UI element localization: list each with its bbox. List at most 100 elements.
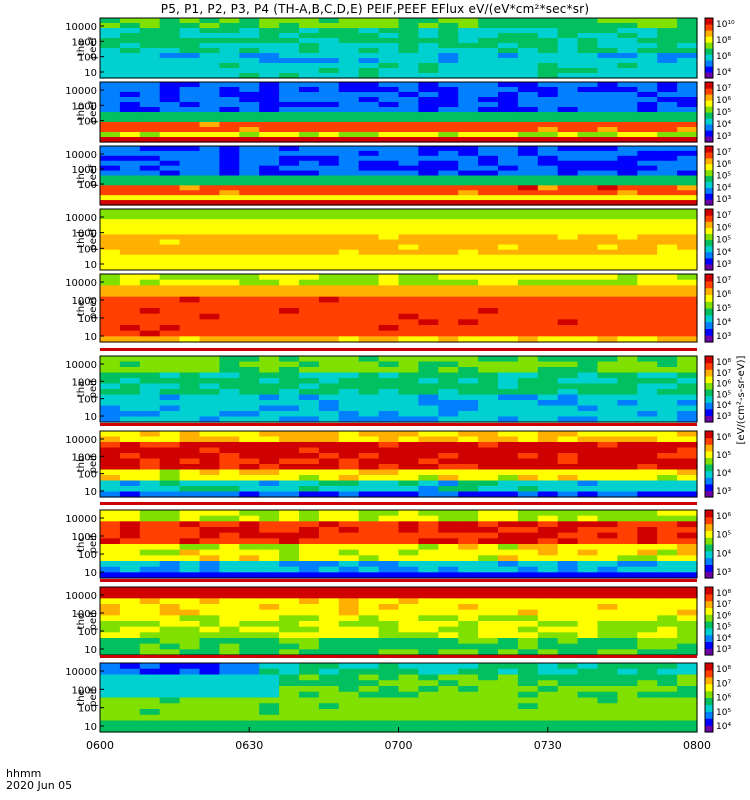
spectrogram-cell (677, 325, 698, 332)
spectrogram-cell (617, 53, 638, 59)
spectrogram-cell (100, 436, 121, 443)
panel-frame (99, 430, 698, 498)
spectrogram-cell (279, 53, 300, 59)
spectrogram-cell (517, 674, 539, 681)
spectrogram-cell (219, 254, 240, 261)
spectrogram-cell (478, 146, 499, 152)
spectrogram-cell (318, 544, 340, 551)
spectrogram-cell (358, 28, 380, 34)
spectrogram-cell (398, 308, 419, 315)
spectrogram-cell (179, 180, 201, 186)
spectrogram-cell (239, 491, 260, 498)
spectrogram-cell (318, 73, 340, 79)
spectrogram-cell (557, 400, 579, 407)
spectrogram-cell (557, 436, 579, 443)
spectrogram-cell (318, 43, 340, 49)
spectrogram-cell (597, 475, 618, 482)
spectrogram-cell (637, 464, 658, 471)
spectrogram-cell (557, 279, 579, 286)
spectrogram-cell (179, 604, 201, 611)
spectrogram-cell (159, 469, 181, 476)
spectrogram-cell (557, 28, 579, 34)
spectrogram-cell (239, 697, 260, 704)
y-tick-label: 1000 (72, 609, 97, 620)
spectrogram-cell (617, 378, 638, 385)
spectrogram-cell (239, 43, 260, 49)
spectrogram-cell (637, 296, 658, 303)
spectrogram-cell (677, 259, 698, 266)
spectrogram-cell (378, 626, 400, 633)
spectrogram-cell (517, 638, 539, 645)
spectrogram-cell (418, 291, 439, 298)
spectrogram-cell (100, 691, 121, 699)
spectrogram-cell (657, 43, 678, 49)
spectrogram-cell (478, 279, 499, 286)
spectrogram-cell (677, 442, 698, 449)
spectrogram-cell (139, 274, 161, 281)
spectrogram-cell (517, 23, 539, 29)
spectrogram-cell (677, 621, 698, 628)
spectrogram-cell (199, 367, 220, 374)
spectrogram-cell (677, 330, 698, 337)
spectrogram-cell (159, 330, 181, 337)
colorbar-segment (705, 169, 713, 177)
spectrogram-cell (657, 68, 678, 74)
spectrogram-cell (657, 155, 678, 162)
spectrogram-cell (517, 436, 539, 443)
spectrogram-cell (318, 643, 340, 650)
spectrogram-cell (498, 92, 519, 98)
spectrogram-cell (537, 416, 559, 423)
spectrogram-cell (239, 296, 260, 303)
spectrogram-cell (637, 249, 658, 256)
spectrogram-cell (159, 442, 181, 449)
spectrogram-cell (418, 308, 439, 315)
spectrogram-cell (159, 107, 181, 113)
spectrogram-cell (279, 686, 300, 693)
panel-top-band (100, 579, 697, 582)
spectrogram-cell (299, 453, 320, 460)
spectrogram-cell (139, 209, 161, 215)
y-tick-label: 10000 (65, 360, 97, 371)
spectrogram-cell (318, 296, 340, 303)
spectrogram-cell (517, 649, 539, 656)
spectrogram-cell (358, 714, 380, 722)
colorbar-tick-label: 10⁶ (716, 433, 731, 443)
spectrogram-cell (498, 244, 519, 251)
spectrogram-cell (338, 325, 360, 332)
spectrogram-cell (677, 475, 698, 482)
spectrogram-cell (179, 709, 201, 716)
spectrogram-cell (179, 372, 201, 379)
spectrogram-cell (458, 219, 479, 225)
spectrogram-cell (557, 486, 579, 493)
spectrogram-cell (338, 587, 360, 594)
spectrogram-cell (398, 200, 419, 206)
spectrogram-cell (398, 400, 419, 407)
spectrogram-cell (259, 97, 280, 103)
spectrogram-cell (498, 626, 519, 633)
spectrogram-cell (498, 372, 519, 379)
spectrogram-cell (617, 643, 638, 650)
spectrogram-cell (458, 155, 479, 162)
spectrogram-cell (418, 122, 439, 128)
spectrogram-cell (537, 190, 559, 196)
spectrogram-cell (398, 319, 419, 326)
spectrogram-cell (438, 209, 459, 215)
spectrogram-cell (239, 356, 260, 363)
spectrogram-cell (338, 615, 360, 622)
spectrogram-cell (159, 649, 181, 656)
spectrogram-cell (637, 23, 658, 29)
spectrogram-cell (279, 592, 300, 599)
spectrogram-cell (597, 405, 618, 412)
spectrogram-cell (100, 150, 121, 157)
spectrogram-cell (537, 180, 559, 186)
spectrogram-cell (299, 48, 320, 54)
spectrogram-cell (159, 224, 181, 230)
colorbar-tick-label: 10⁸ (716, 589, 731, 599)
spectrogram-cell (438, 259, 459, 266)
spectrogram-cell (219, 313, 240, 320)
spectrogram-cell (378, 356, 400, 363)
spectrogram-cell (259, 43, 280, 49)
spectrogram-cell (458, 214, 479, 220)
spectrogram-cell (637, 102, 658, 108)
spectrogram-cell (119, 38, 141, 44)
